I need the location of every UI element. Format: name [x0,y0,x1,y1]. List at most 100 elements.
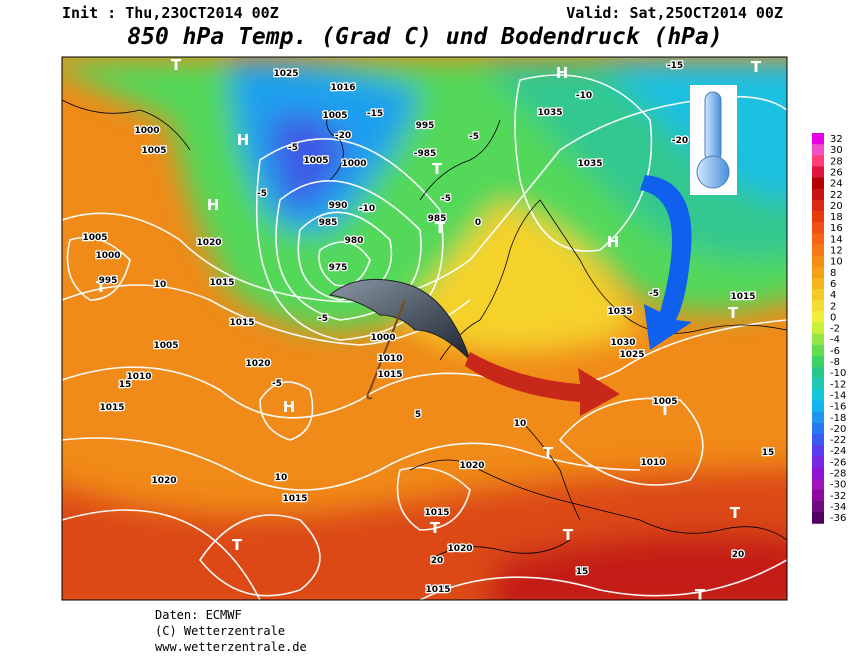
colorbar-label: -6 [830,346,840,357]
isoline-label: -15 [367,109,383,119]
isoline-label: 1015 [377,370,402,380]
isoline-label: -5 [257,189,267,199]
colorbar-label: 6 [830,279,836,290]
isoline-label: -985 [414,149,437,159]
colorbar-swatch [812,177,824,190]
colorbar-label: -20 [830,424,846,435]
isoline-label: 1015 [229,318,254,328]
colorbar-swatch [812,144,824,156]
colorbar-swatch [812,155,824,167]
pressure-center: T [96,278,107,296]
isoline-label: -10 [576,91,592,101]
colorbar-swatch [812,389,824,402]
pressure-center: H [556,64,569,82]
isoline-label: -5 [272,379,282,389]
colorbar-swatch [812,233,824,245]
colorbar-label: 32 [830,134,843,145]
colorbar-label: 18 [830,212,843,223]
colorbar-label: -10 [830,368,846,379]
colorbar-label: -24 [830,446,846,457]
colorbar-label: -16 [830,402,846,413]
isoline-label: 1020 [447,544,472,554]
colorbar-label: 12 [830,246,843,257]
colorbar-label: 0 [830,312,836,323]
pressure-center: T [728,304,739,322]
colorbar-label: 2 [830,301,836,312]
colorbar-swatch [812,344,824,357]
pressure-center: T [730,504,741,522]
isoline-label: -5 [469,132,479,142]
isoline-label: -5 [649,289,659,299]
isoline-label: 1005 [652,397,677,407]
colorbar: 32302826242220181614121086420-2-4-6-8-10… [812,133,846,524]
thermometer-icon [690,85,737,195]
isoline-label: 1015 [209,278,234,288]
isoline-label: 1020 [151,476,176,486]
isoline-label: 20 [431,556,444,566]
colorbar-swatch [812,367,824,379]
colorbar-swatch [812,322,824,335]
colorbar-swatch [812,311,824,324]
isoline-label: -15 [667,61,683,71]
pressure-center: T [563,526,574,544]
colorbar-swatch [812,277,824,290]
pressure-center: T [751,58,762,76]
colorbar-label: 8 [830,268,836,279]
colorbar-label: -4 [830,335,840,346]
isoline-label: 1035 [577,159,602,169]
isoline-label: 15 [576,567,589,577]
isoline-label: 1020 [196,238,221,248]
colorbar-label: 30 [830,145,843,156]
colorbar-label: -18 [830,413,846,424]
colorbar-label: 24 [830,179,843,190]
colorbar-swatch [812,467,824,480]
isoline-label: 975 [329,263,348,273]
isoline-label: 1015 [99,403,124,413]
colorbar-swatch [812,255,824,268]
colorbar-label: 26 [830,167,843,178]
isoline-label: 5 [415,410,421,420]
pressure-center: T [435,219,446,237]
isoline-label: 995 [99,276,118,286]
umbrella-icon [328,278,471,400]
isoline-label: 1015 [425,585,450,595]
isoline-label: 990 [329,201,348,211]
isoline-label: 1015 [282,494,307,504]
pressure-center: T [232,536,243,554]
isoline-label: 10 [514,419,527,429]
colorbar-label: -2 [830,324,840,335]
colorbar-swatch [812,166,824,179]
warm-air-arrow [465,352,620,416]
isoline-label: 1005 [153,341,178,351]
colorbar-swatch [812,489,824,502]
isoline-label: 20 [732,550,745,560]
pressure-center: H [607,233,620,251]
colorbar-swatch [812,356,824,368]
colorbar-swatch [812,289,824,301]
map-frame [61,56,788,601]
colorbar-label: 10 [830,257,843,268]
colorbar-swatch [812,400,824,413]
map-title: 850 hPa Temp. (Grad C) und Bodendruck (h… [127,24,722,50]
colorbar-swatch [812,199,824,212]
isoline-label: -20 [335,131,351,141]
isoline-label: 1000 [134,126,159,136]
isoline-label: -5 [441,194,451,204]
colorbar-label: -36 [830,513,846,524]
isoline-label: 980 [345,236,364,246]
isoline-label: 1010 [126,372,151,382]
colorbar-label: 28 [830,156,843,167]
isoline-label: -5 [318,314,328,324]
colorbar-swatch [812,378,824,390]
isoline-label: -5 [288,143,298,153]
colorbar-swatch [812,456,824,468]
isoline-label: 1010 [640,458,665,468]
isoline-label: 1035 [537,108,562,118]
colorbar-label: -32 [830,491,846,502]
colorbar-swatch [812,512,824,524]
isoline-label: 1025 [619,350,644,360]
isoline-label: 1000 [370,333,395,343]
colorbar-swatch [812,478,824,491]
isoline-label: 10 [154,280,167,290]
